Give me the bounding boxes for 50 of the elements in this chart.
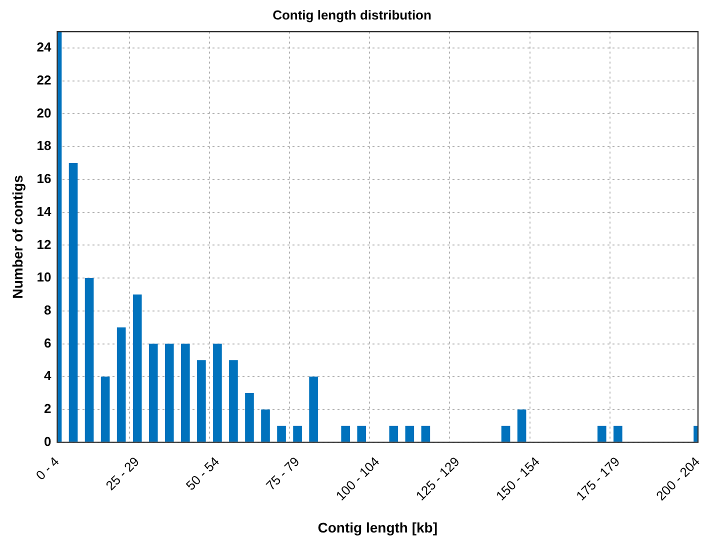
x-tick-label: 0 - 4	[32, 454, 62, 483]
bar	[132, 294, 142, 442]
bar	[68, 163, 78, 442]
x-tick-label: 75 - 79	[262, 454, 302, 494]
bar	[116, 327, 126, 442]
bar	[164, 344, 174, 442]
bar	[597, 426, 606, 442]
x-axis-title: Contig length [kb]	[318, 519, 438, 536]
bar	[389, 426, 398, 442]
y-tick-label: 24	[36, 40, 52, 55]
y-tick-label: 4	[44, 368, 52, 384]
bar	[181, 344, 190, 442]
bar	[357, 426, 366, 442]
y-tick-label: 8	[44, 302, 52, 318]
x-tick-label: 150 - 154	[493, 454, 542, 504]
bar	[421, 426, 430, 442]
bar	[84, 278, 94, 442]
y-tick-label: 0	[44, 434, 52, 449]
bar	[245, 393, 254, 442]
y-tick-label: 10	[36, 270, 52, 285]
y-axis-title: Number of contigs	[9, 174, 26, 299]
bar	[197, 360, 206, 442]
bar	[261, 409, 270, 442]
y-tick-label: 12	[36, 236, 52, 252]
bar	[148, 344, 158, 442]
bar	[100, 376, 110, 442]
y-tick-label: 20	[36, 105, 52, 120]
y-tick-label: 2	[44, 401, 52, 416]
x-tick-label: 100 - 104	[332, 454, 382, 504]
bar	[341, 426, 350, 442]
x-tick-label: 50 - 54	[182, 454, 222, 494]
y-tick-label: 22	[36, 72, 52, 88]
bar	[614, 426, 622, 442]
y-tick-label: 6	[44, 335, 52, 350]
bar	[501, 426, 510, 442]
chart-title: Contig length distribution	[272, 7, 432, 22]
bar	[309, 376, 318, 442]
x-tick-label: 125 - 129	[412, 454, 462, 504]
bar	[229, 360, 238, 442]
x-tick-label: 25 - 29	[102, 454, 142, 494]
bar	[293, 426, 302, 442]
y-tick-label: 14	[36, 204, 52, 219]
x-tick-label: 200 - 204	[653, 454, 703, 504]
x-tick-label: 175 - 179	[573, 454, 623, 504]
y-tick-label: 16	[36, 171, 52, 186]
y-tick-label: 18	[36, 138, 52, 154]
bar	[517, 409, 526, 442]
bar	[405, 426, 414, 442]
bar	[213, 344, 222, 442]
bar	[277, 426, 286, 442]
